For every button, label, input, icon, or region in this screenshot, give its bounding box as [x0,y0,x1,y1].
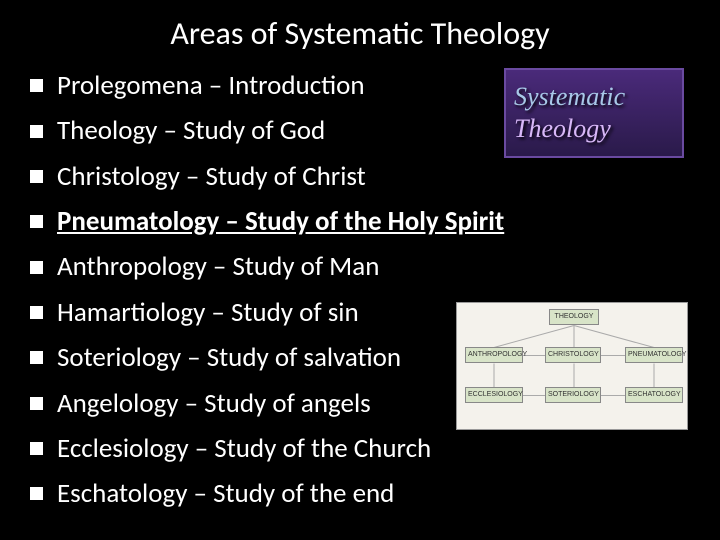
diagram-node: ESCHATOLOGY [625,387,683,403]
bullet-item: Pneumatology – Study of the Holy Spirit [30,199,700,244]
diagram-edge [494,364,495,388]
bullet-text: Anthropology – Study of Man [57,244,379,289]
bullet-text: Theology – Study of God [57,108,325,153]
square-bullet-icon [30,487,43,500]
bullet-text: Soteriology – Study of salvation [57,335,401,380]
bullet-text: Hamartiology – Study of sin [57,290,359,335]
square-bullet-icon [30,79,43,92]
diagram-node: ANTHROPOLOGY [465,347,523,363]
diagram-node: ECCLESIOLOGY [465,387,523,403]
square-bullet-icon [30,170,43,183]
square-bullet-icon [30,351,43,364]
bullet-item: Eschatology – Study of the end [30,471,700,516]
diagram-node: SOTERIOLOGY [545,387,601,403]
square-bullet-icon [30,397,43,410]
diagram-edge [601,355,625,356]
diagram-edge [574,325,654,348]
theology-diagram-image: THEOLOGY ANTHROPOLOGY CHRISTOLOGY PNEUMATOL… [456,302,688,430]
bullet-text: Ecclesiology – Study of the Church [57,426,431,471]
diagram-edge [523,395,545,396]
diagram-node: THEOLOGY [549,309,599,325]
bullet-item: Anthropology – Study of Man [30,244,700,289]
square-bullet-icon [30,215,43,228]
bullet-item: Ecclesiology – Study of the Church [30,426,700,471]
bullet-text: Eschatology – Study of the end [57,471,394,516]
bullet-text: Pneumatology – Study of the Holy Spirit [57,199,504,244]
systematic-theology-image: Systematic Theology [504,68,684,158]
bullet-text: Christology – Study of Christ [57,154,366,199]
diagram-edge [494,325,574,348]
diagram-node: CHRISTOLOGY [545,347,601,363]
image1-line1: Systematic [514,84,682,110]
bullet-text: Prolegomena – Introduction [57,63,365,108]
bullet-item: Christology – Study of Christ [30,154,700,199]
slide-title: Areas of Systematic Theology [0,0,720,63]
diagram-edge [574,364,575,388]
square-bullet-icon [30,125,43,138]
image1-line2: Theology [514,116,682,142]
square-bullet-icon [30,261,43,274]
diagram-edge [574,326,575,348]
diagram-edge [601,395,625,396]
square-bullet-icon [30,306,43,319]
square-bullet-icon [30,442,43,455]
diagram-edge [654,364,655,388]
bullet-text: Angelology – Study of angels [57,381,371,426]
diagram-node: PNEUMATOLOGY [625,347,683,363]
